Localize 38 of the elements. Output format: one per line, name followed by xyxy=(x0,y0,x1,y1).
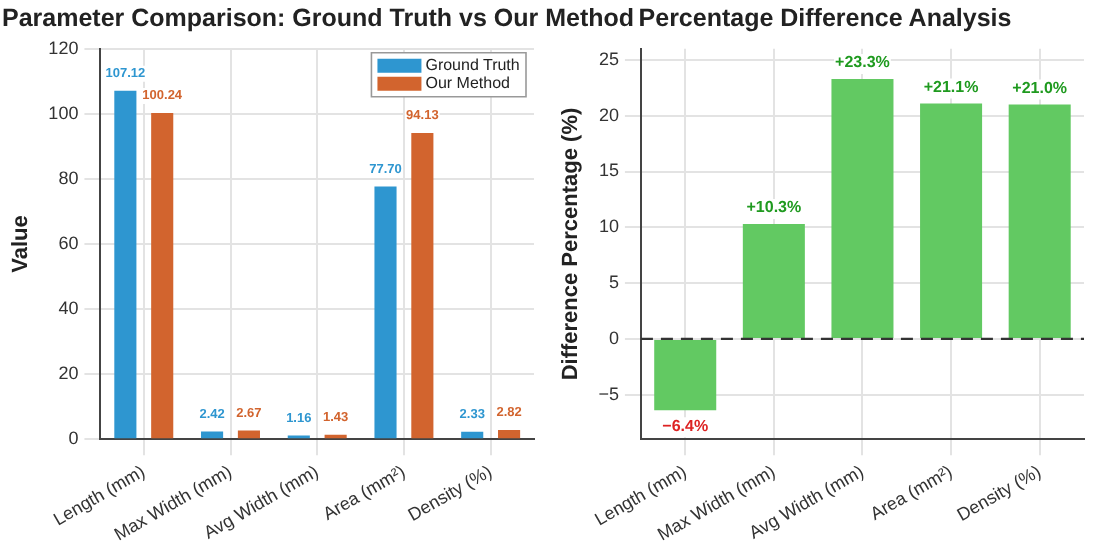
y-axis-title: Value xyxy=(9,215,34,273)
bar xyxy=(411,132,434,439)
data-label: +23.3% xyxy=(835,53,890,72)
y-tick-label: 120 xyxy=(48,37,79,58)
y-tick-label: 100 xyxy=(48,102,79,123)
y-axis-title: Difference Percentage (%) xyxy=(559,107,584,381)
bar xyxy=(920,103,983,338)
bar xyxy=(151,113,174,439)
bar xyxy=(654,339,717,411)
legend-label: Ground Truth xyxy=(425,56,520,75)
y-tick-label: −5 xyxy=(598,383,619,404)
chart-title: Parameter Comparison: Ground Truth vs Our Method xyxy=(2,4,635,32)
bar xyxy=(1008,104,1071,338)
y-tick-label: 0 xyxy=(608,327,619,348)
bar xyxy=(831,78,894,338)
bar xyxy=(374,186,397,439)
data-label: +21.0% xyxy=(1012,78,1068,97)
bar xyxy=(237,430,260,439)
y-tick-label: 20 xyxy=(598,104,619,125)
data-label: +21.1% xyxy=(923,77,979,96)
y-tick-label: 25 xyxy=(598,48,619,69)
y-tick-label: 0 xyxy=(68,428,79,449)
y-tick-label: 5 xyxy=(608,272,619,293)
y-tick-label: 20 xyxy=(58,363,79,384)
data-label: +10.3% xyxy=(746,198,802,217)
data-label: −6.4% xyxy=(662,416,709,435)
chart-title: Percentage Difference Analysis xyxy=(638,4,1012,32)
y-tick-label: 80 xyxy=(58,167,79,188)
bar xyxy=(201,431,224,439)
y-tick-label: 60 xyxy=(58,233,79,254)
bar xyxy=(114,90,137,439)
y-tick-label: 15 xyxy=(598,160,619,181)
legend-label: Our Method xyxy=(425,74,510,93)
bar xyxy=(461,431,484,439)
bar xyxy=(498,430,521,439)
y-tick-label: 10 xyxy=(598,216,619,237)
y-tick-label: 40 xyxy=(58,298,79,319)
bar xyxy=(742,223,805,338)
